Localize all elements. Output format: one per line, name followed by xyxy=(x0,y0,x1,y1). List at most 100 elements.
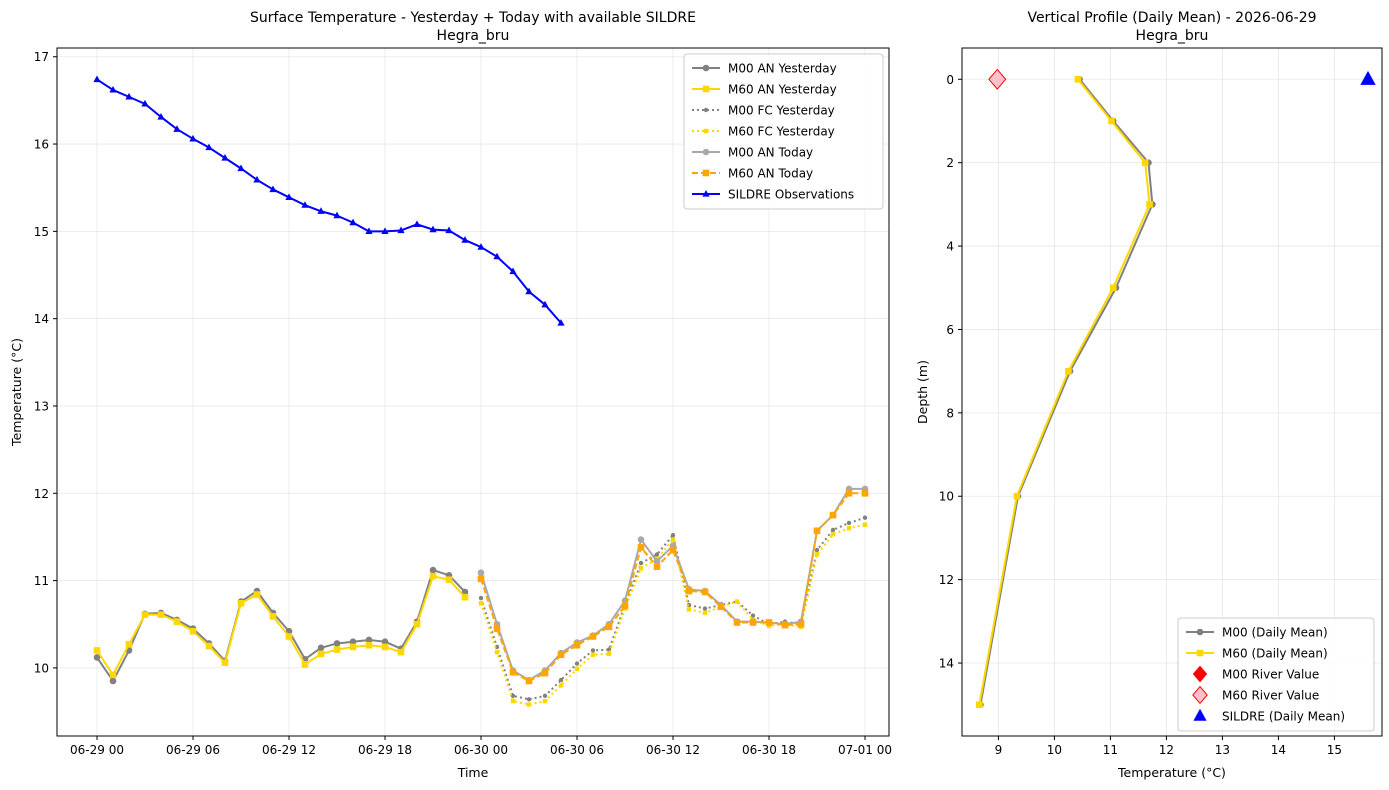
axis-ticks: 06-29 00 06-29 06 06-29 12 06-29 18 06-30 00… xyxy=(34,50,892,757)
y-tick-label: 2 xyxy=(946,156,954,170)
legend-marker xyxy=(702,85,710,93)
series-sildre-daily-mean xyxy=(1360,70,1376,85)
data-point xyxy=(429,225,437,233)
data-point xyxy=(349,638,357,646)
legend-item-m60-fc-yesterday: M60 FC Yesterday xyxy=(692,125,835,139)
data-point xyxy=(669,546,677,554)
data-point xyxy=(237,164,245,172)
chart-subtitle: Hegra_bru xyxy=(437,28,510,44)
data-point xyxy=(301,661,309,668)
data-point xyxy=(349,218,357,226)
legend-label: M00 (Daily Mean) xyxy=(1222,626,1328,640)
legend-marker xyxy=(703,107,709,113)
series-sildre-observations xyxy=(93,75,565,326)
data-point xyxy=(574,661,580,666)
data-point xyxy=(333,646,341,653)
x-tick-label: 11 xyxy=(1103,743,1118,757)
data-point xyxy=(317,650,325,658)
data-point xyxy=(365,641,373,649)
x-tick-label: 06-29 12 xyxy=(262,743,316,757)
y-tick-label: 14 xyxy=(34,312,49,326)
legend-label: M60 AN Today xyxy=(728,167,813,181)
data-point xyxy=(685,587,693,595)
y-tick-label: 8 xyxy=(946,406,954,420)
legend-item-m00-an-today: M00 AN Today xyxy=(692,146,813,160)
vertical-profile-panel: Vertical Profile (Daily Mean) - 2026-06-… xyxy=(915,10,1383,780)
data-point xyxy=(445,226,453,234)
data-point xyxy=(558,683,564,688)
legend-box xyxy=(1177,617,1375,732)
data-point xyxy=(510,698,516,704)
data-point xyxy=(461,593,469,601)
x-tick-label: 13 xyxy=(1215,743,1230,757)
data-point xyxy=(349,643,357,651)
x-tick-label: 06-30 06 xyxy=(550,743,604,757)
x-tick-label: 12 xyxy=(1159,743,1174,757)
data-point xyxy=(542,693,548,699)
data-point xyxy=(813,527,821,535)
data-point xyxy=(573,641,581,649)
data-point xyxy=(765,619,773,626)
y-tick-label: 11 xyxy=(34,574,49,588)
y-tick-label: 15 xyxy=(34,225,49,239)
data-point xyxy=(605,623,613,631)
data-point xyxy=(830,527,836,533)
legend: M00 (Daily Mean) M60 (Daily Mean) M00 Rive… xyxy=(1177,617,1375,732)
x-tick-label: 06-29 00 xyxy=(70,743,124,757)
data-point xyxy=(1109,284,1117,292)
data-point xyxy=(525,677,533,685)
data-point xyxy=(702,610,708,616)
data-point xyxy=(1141,159,1149,166)
data-point xyxy=(1146,201,1153,208)
data-point xyxy=(781,621,789,629)
data-point xyxy=(686,607,692,612)
legend-item-sildre-observations: SILDRE Observations xyxy=(692,188,854,202)
legend-item-m60-daily-mean: M60 (Daily Mean) xyxy=(1186,647,1328,661)
x-axis-label: Temperature (°C) xyxy=(1117,765,1226,780)
data-point xyxy=(1065,367,1072,375)
data-point xyxy=(542,698,548,704)
y-tick-label: 10 xyxy=(34,661,49,675)
data-point xyxy=(637,544,645,551)
data-point xyxy=(814,552,820,557)
data-point xyxy=(846,520,852,526)
data-point xyxy=(317,207,325,214)
data-point xyxy=(1074,75,1082,83)
data-point xyxy=(365,227,373,234)
data-point xyxy=(637,536,645,543)
legend-marker xyxy=(703,128,709,134)
chart-subtitle: Hegra_bru xyxy=(1136,28,1209,44)
data-point xyxy=(558,677,564,683)
data-point xyxy=(221,659,229,666)
series-line xyxy=(979,78,1154,705)
data-point xyxy=(478,595,484,601)
data-point xyxy=(413,220,421,228)
series-group xyxy=(976,68,1376,709)
data-point xyxy=(141,99,149,107)
data-point xyxy=(269,613,277,620)
data-point xyxy=(397,648,405,656)
data-point xyxy=(477,569,485,577)
data-point xyxy=(157,611,165,618)
data-point xyxy=(173,125,181,132)
legend-item-sildre-daily-mean: SILDRE (Daily Mean) xyxy=(1193,708,1345,724)
data-point xyxy=(670,537,676,542)
data-point xyxy=(845,489,853,497)
data-point xyxy=(606,651,612,657)
legend-label: M00 River Value xyxy=(1222,668,1319,682)
series-m60-an-yesterday xyxy=(93,572,469,679)
grid xyxy=(57,48,889,736)
data-point xyxy=(461,236,469,243)
data-point xyxy=(733,619,741,626)
data-point xyxy=(541,669,549,677)
data-point xyxy=(109,671,117,679)
data-point xyxy=(381,643,389,651)
data-point xyxy=(670,532,676,538)
data-point xyxy=(638,560,644,566)
data-point xyxy=(494,649,500,655)
legend-label: SILDRE (Daily Mean) xyxy=(1222,710,1345,724)
data-point xyxy=(189,627,197,635)
y-tick-label: 0 xyxy=(946,73,954,87)
legend-item-m60-an-today: M60 AN Today xyxy=(692,167,813,181)
legend-item-m00-river-value: M00 River Value xyxy=(1192,665,1319,683)
